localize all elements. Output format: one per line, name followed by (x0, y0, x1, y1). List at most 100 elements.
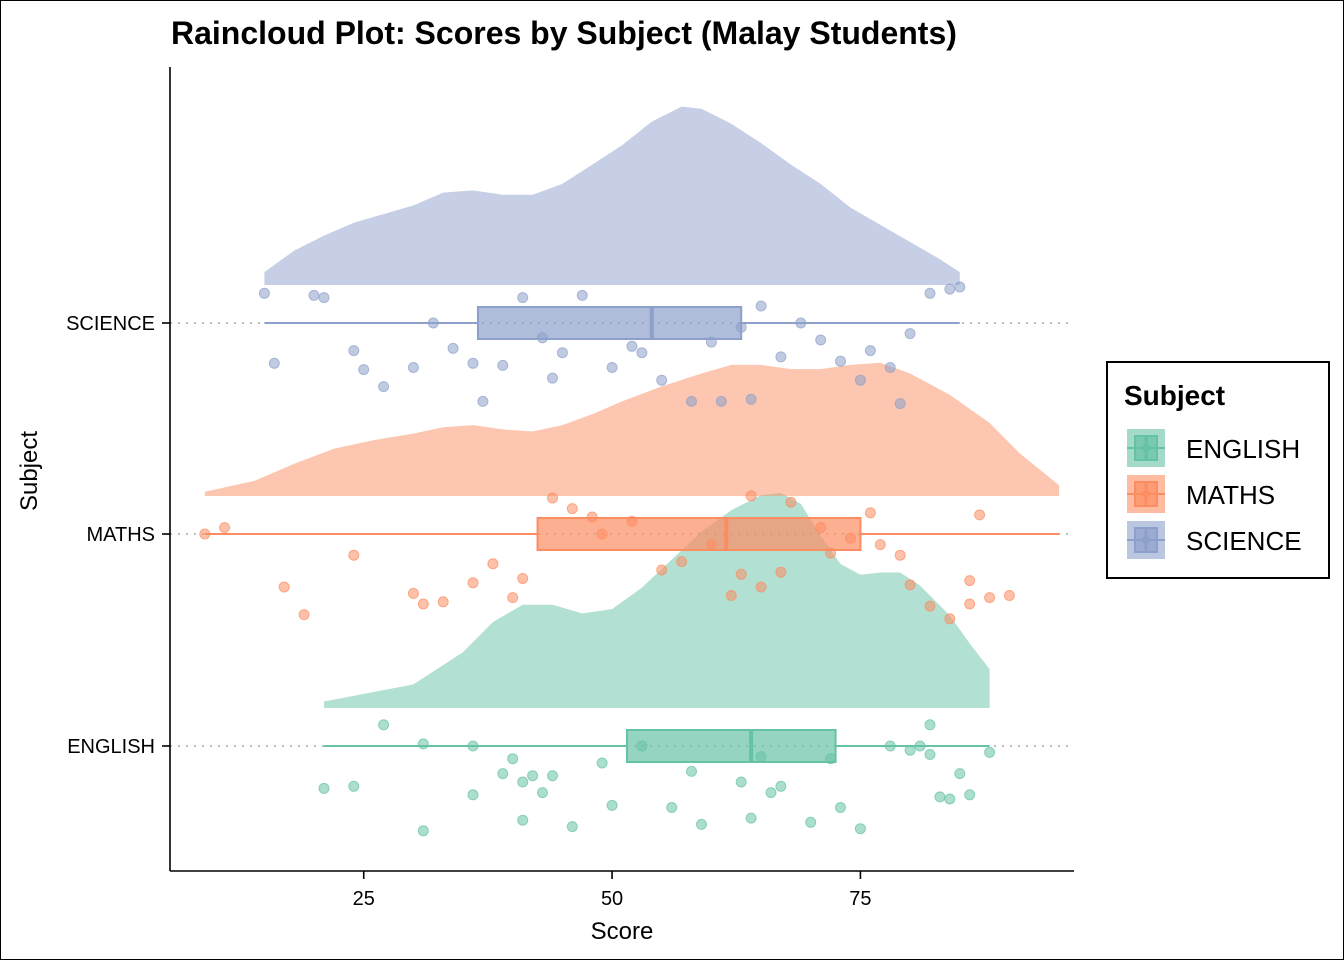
data-point (507, 592, 519, 604)
legend-title: Subject (1124, 380, 1225, 411)
legend-label: MATHS (1186, 480, 1275, 510)
data-point (378, 381, 390, 393)
data-point (308, 289, 320, 301)
data-point (835, 802, 846, 813)
data-point (725, 590, 737, 601)
data-point (348, 549, 360, 561)
data-point (596, 757, 608, 769)
box-maths (536, 517, 862, 551)
data-point (785, 496, 797, 508)
data-point (219, 522, 231, 534)
data-point (517, 573, 529, 584)
data-point (775, 780, 787, 792)
data-point (656, 374, 668, 386)
box-science (476, 306, 743, 340)
data-point (576, 289, 588, 301)
data-point (686, 395, 697, 407)
legend: Subject ENGLISH MATHS SCIENCE (1106, 361, 1330, 579)
data-point (358, 364, 370, 376)
data-point (417, 738, 429, 750)
data-point (894, 398, 906, 410)
data-point (954, 768, 966, 780)
data-point (864, 345, 876, 357)
data-point (854, 823, 866, 835)
data-point (437, 596, 449, 608)
data-point (497, 768, 509, 780)
data-point (348, 780, 360, 792)
data-point (964, 789, 976, 801)
legend-item-maths: MATHS (1127, 475, 1275, 513)
x-tick-label: 25 (353, 888, 375, 910)
data-point (745, 490, 757, 502)
data-point (944, 793, 956, 805)
data-point (407, 362, 419, 373)
data-point (964, 598, 976, 610)
data-point (566, 503, 578, 515)
density-cloud-maths (204, 362, 1060, 496)
data-point (964, 575, 976, 587)
data-point (417, 598, 429, 610)
data-point (417, 825, 429, 837)
data-point (606, 799, 618, 811)
density-cloud-science (264, 106, 960, 285)
density-clouds (204, 106, 1060, 708)
data-point (854, 374, 866, 386)
data-point (984, 592, 996, 604)
data-point (407, 587, 419, 599)
x-tick-label: 50 (601, 888, 623, 910)
y-tick-label: ENGLISH (67, 736, 155, 758)
data-point (775, 351, 787, 363)
data-point (318, 292, 330, 304)
legend-items: ENGLISH MATHS SCIENCE (1127, 429, 1302, 559)
legend-item-science: SCIENCE (1127, 521, 1302, 559)
data-point (547, 770, 558, 782)
data-point (318, 782, 330, 794)
data-point (686, 765, 697, 777)
x-tick-label: 75 (849, 888, 871, 910)
data-point (547, 492, 558, 504)
data-point (944, 283, 956, 295)
data-point (924, 600, 936, 612)
data-point (924, 719, 936, 731)
legend-point (1142, 490, 1150, 498)
legend-point (1142, 536, 1150, 544)
data-point (864, 507, 876, 519)
data-point (666, 802, 678, 813)
data-point (556, 347, 568, 359)
legend-label: SCIENCE (1186, 526, 1302, 556)
data-point (636, 347, 648, 359)
data-point (755, 581, 767, 593)
data-point (735, 568, 747, 580)
y-tick-label: MATHS (86, 524, 155, 546)
data-point (924, 287, 936, 299)
data-point (755, 300, 767, 312)
data-point (1003, 590, 1015, 601)
data-point (735, 776, 747, 788)
data-point (626, 340, 638, 352)
data-point (696, 818, 707, 830)
data-point (765, 787, 777, 799)
data-point (467, 577, 479, 589)
data-point (298, 609, 310, 621)
data-point (874, 539, 886, 551)
data-point (378, 719, 390, 731)
data-point (527, 770, 539, 782)
data-point (258, 287, 270, 299)
data-point (477, 395, 489, 407)
data-point (268, 357, 280, 369)
y-tick-label: SCIENCE (66, 313, 155, 335)
data-point (487, 558, 499, 570)
data-point (467, 789, 479, 801)
data-point (517, 776, 529, 788)
data-point (517, 814, 529, 826)
data-point (467, 357, 479, 369)
legend-label: ENGLISH (1186, 434, 1300, 464)
data-point (566, 821, 578, 833)
x-ticks: 25 50 75 (353, 871, 872, 910)
data-point (745, 393, 757, 405)
data-point (805, 816, 817, 828)
data-point (954, 281, 966, 293)
data-point (904, 579, 916, 591)
data-point (517, 292, 529, 304)
